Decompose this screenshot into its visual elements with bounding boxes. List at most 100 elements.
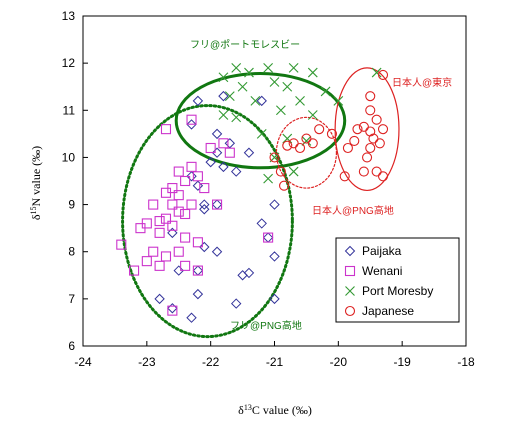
point-japanese	[365, 105, 376, 116]
point-paijaka	[186, 119, 197, 130]
point-wenani	[173, 246, 184, 257]
point-japanese	[365, 126, 376, 137]
point-wenani	[173, 166, 184, 177]
point-wenani	[116, 239, 127, 250]
annotation-label: 日本人@東京	[392, 76, 452, 89]
group-ellipse-4	[334, 67, 400, 192]
point-port-moresby	[275, 105, 286, 116]
group-ellipse-1	[174, 72, 347, 170]
legend: Paijaka Wenani Port Moresby Japanese	[335, 237, 460, 323]
point-paijaka	[167, 227, 178, 239]
legend-label: Japanese	[362, 304, 414, 318]
point-japanese	[365, 142, 376, 154]
y-axis-label: δ15N value (‰)	[29, 146, 44, 220]
point-wenani	[224, 147, 235, 158]
point-paijaka	[218, 161, 229, 173]
point-paijaka	[243, 267, 255, 279]
point-paijaka	[269, 251, 280, 262]
x-tick-label: -23	[138, 355, 156, 369]
legend-marker	[344, 305, 356, 317]
point-japanese	[362, 152, 373, 163]
point-japanese	[269, 152, 280, 163]
point-wenani	[148, 246, 159, 257]
point-wenani	[167, 220, 178, 231]
point-japanese	[314, 124, 325, 135]
legend-marker	[344, 265, 356, 277]
point-wenani	[263, 232, 274, 243]
point-wenani	[218, 138, 229, 149]
y-tick-label: 11	[63, 103, 76, 117]
x-tick-label: -22	[202, 355, 220, 369]
point-port-moresby	[301, 136, 312, 146]
legend-marker	[344, 245, 356, 257]
point-wenani	[192, 265, 203, 276]
point-wenani	[180, 175, 191, 187]
point-paijaka	[211, 147, 223, 158]
point-japanese	[279, 180, 290, 191]
y-tick-label: 13	[62, 9, 76, 23]
point-paijaka	[230, 298, 242, 309]
data-points	[116, 62, 389, 323]
point-paijaka	[199, 204, 210, 215]
group-ellipse-3	[275, 116, 338, 189]
point-japanese	[294, 142, 306, 154]
point-paijaka	[205, 156, 216, 168]
annotation-label: フリ@PNG高地	[230, 319, 302, 332]
point-paijaka	[218, 90, 229, 102]
point-paijaka	[243, 147, 255, 158]
point-wenani	[167, 199, 178, 210]
y-tick-label: 12	[62, 56, 76, 70]
point-port-moresby	[307, 67, 318, 78]
point-port-moresby	[295, 95, 305, 106]
x-tick-label: -19	[393, 355, 411, 369]
point-port-moresby	[218, 110, 229, 120]
point-paijaka	[192, 288, 204, 300]
point-japanese	[352, 124, 363, 135]
point-port-moresby	[307, 110, 318, 120]
point-japanese	[374, 138, 385, 149]
y-tick-label: 6	[68, 339, 75, 353]
point-japanese	[371, 114, 382, 125]
point-paijaka	[192, 95, 204, 107]
point-wenani	[160, 251, 172, 262]
x-axis-label: δ13C value (‰)	[238, 403, 312, 418]
point-japanese	[326, 128, 338, 139]
point-japanese	[282, 140, 293, 151]
point-wenani	[160, 124, 172, 135]
point-wenani	[154, 216, 165, 227]
group-ellipse-2	[121, 104, 294, 339]
point-wenani	[173, 190, 184, 201]
point-port-moresby	[231, 112, 242, 123]
point-port-moresby	[231, 62, 242, 73]
point-port-moresby	[320, 86, 331, 97]
point-port-moresby	[263, 62, 274, 73]
point-port-moresby	[224, 91, 235, 102]
point-paijaka	[173, 265, 184, 276]
point-port-moresby	[218, 72, 229, 83]
point-wenani	[135, 223, 146, 234]
point-wenani	[180, 232, 191, 243]
point-wenani	[180, 208, 191, 220]
point-wenani	[186, 161, 197, 172]
point-wenani	[180, 260, 191, 271]
point-port-moresby	[250, 95, 261, 106]
point-wenani	[186, 114, 197, 125]
point-wenani	[186, 199, 197, 210]
point-port-moresby	[256, 128, 267, 139]
point-wenani	[192, 171, 203, 182]
y-tick-label: 9	[68, 198, 75, 212]
point-japanese	[365, 91, 376, 102]
point-port-moresby	[263, 173, 274, 184]
point-paijaka	[186, 312, 197, 323]
point-paijaka	[154, 293, 165, 305]
legend-marker	[345, 286, 355, 296]
point-port-moresby	[244, 67, 254, 78]
y-tick-label: 8	[68, 245, 75, 259]
point-japanese	[368, 133, 379, 144]
point-japanese	[349, 135, 360, 146]
point-port-moresby	[269, 77, 280, 87]
point-paijaka	[211, 246, 223, 257]
x-tick-label: -20	[330, 355, 348, 369]
point-japanese	[301, 133, 312, 144]
point-wenani	[129, 265, 140, 276]
